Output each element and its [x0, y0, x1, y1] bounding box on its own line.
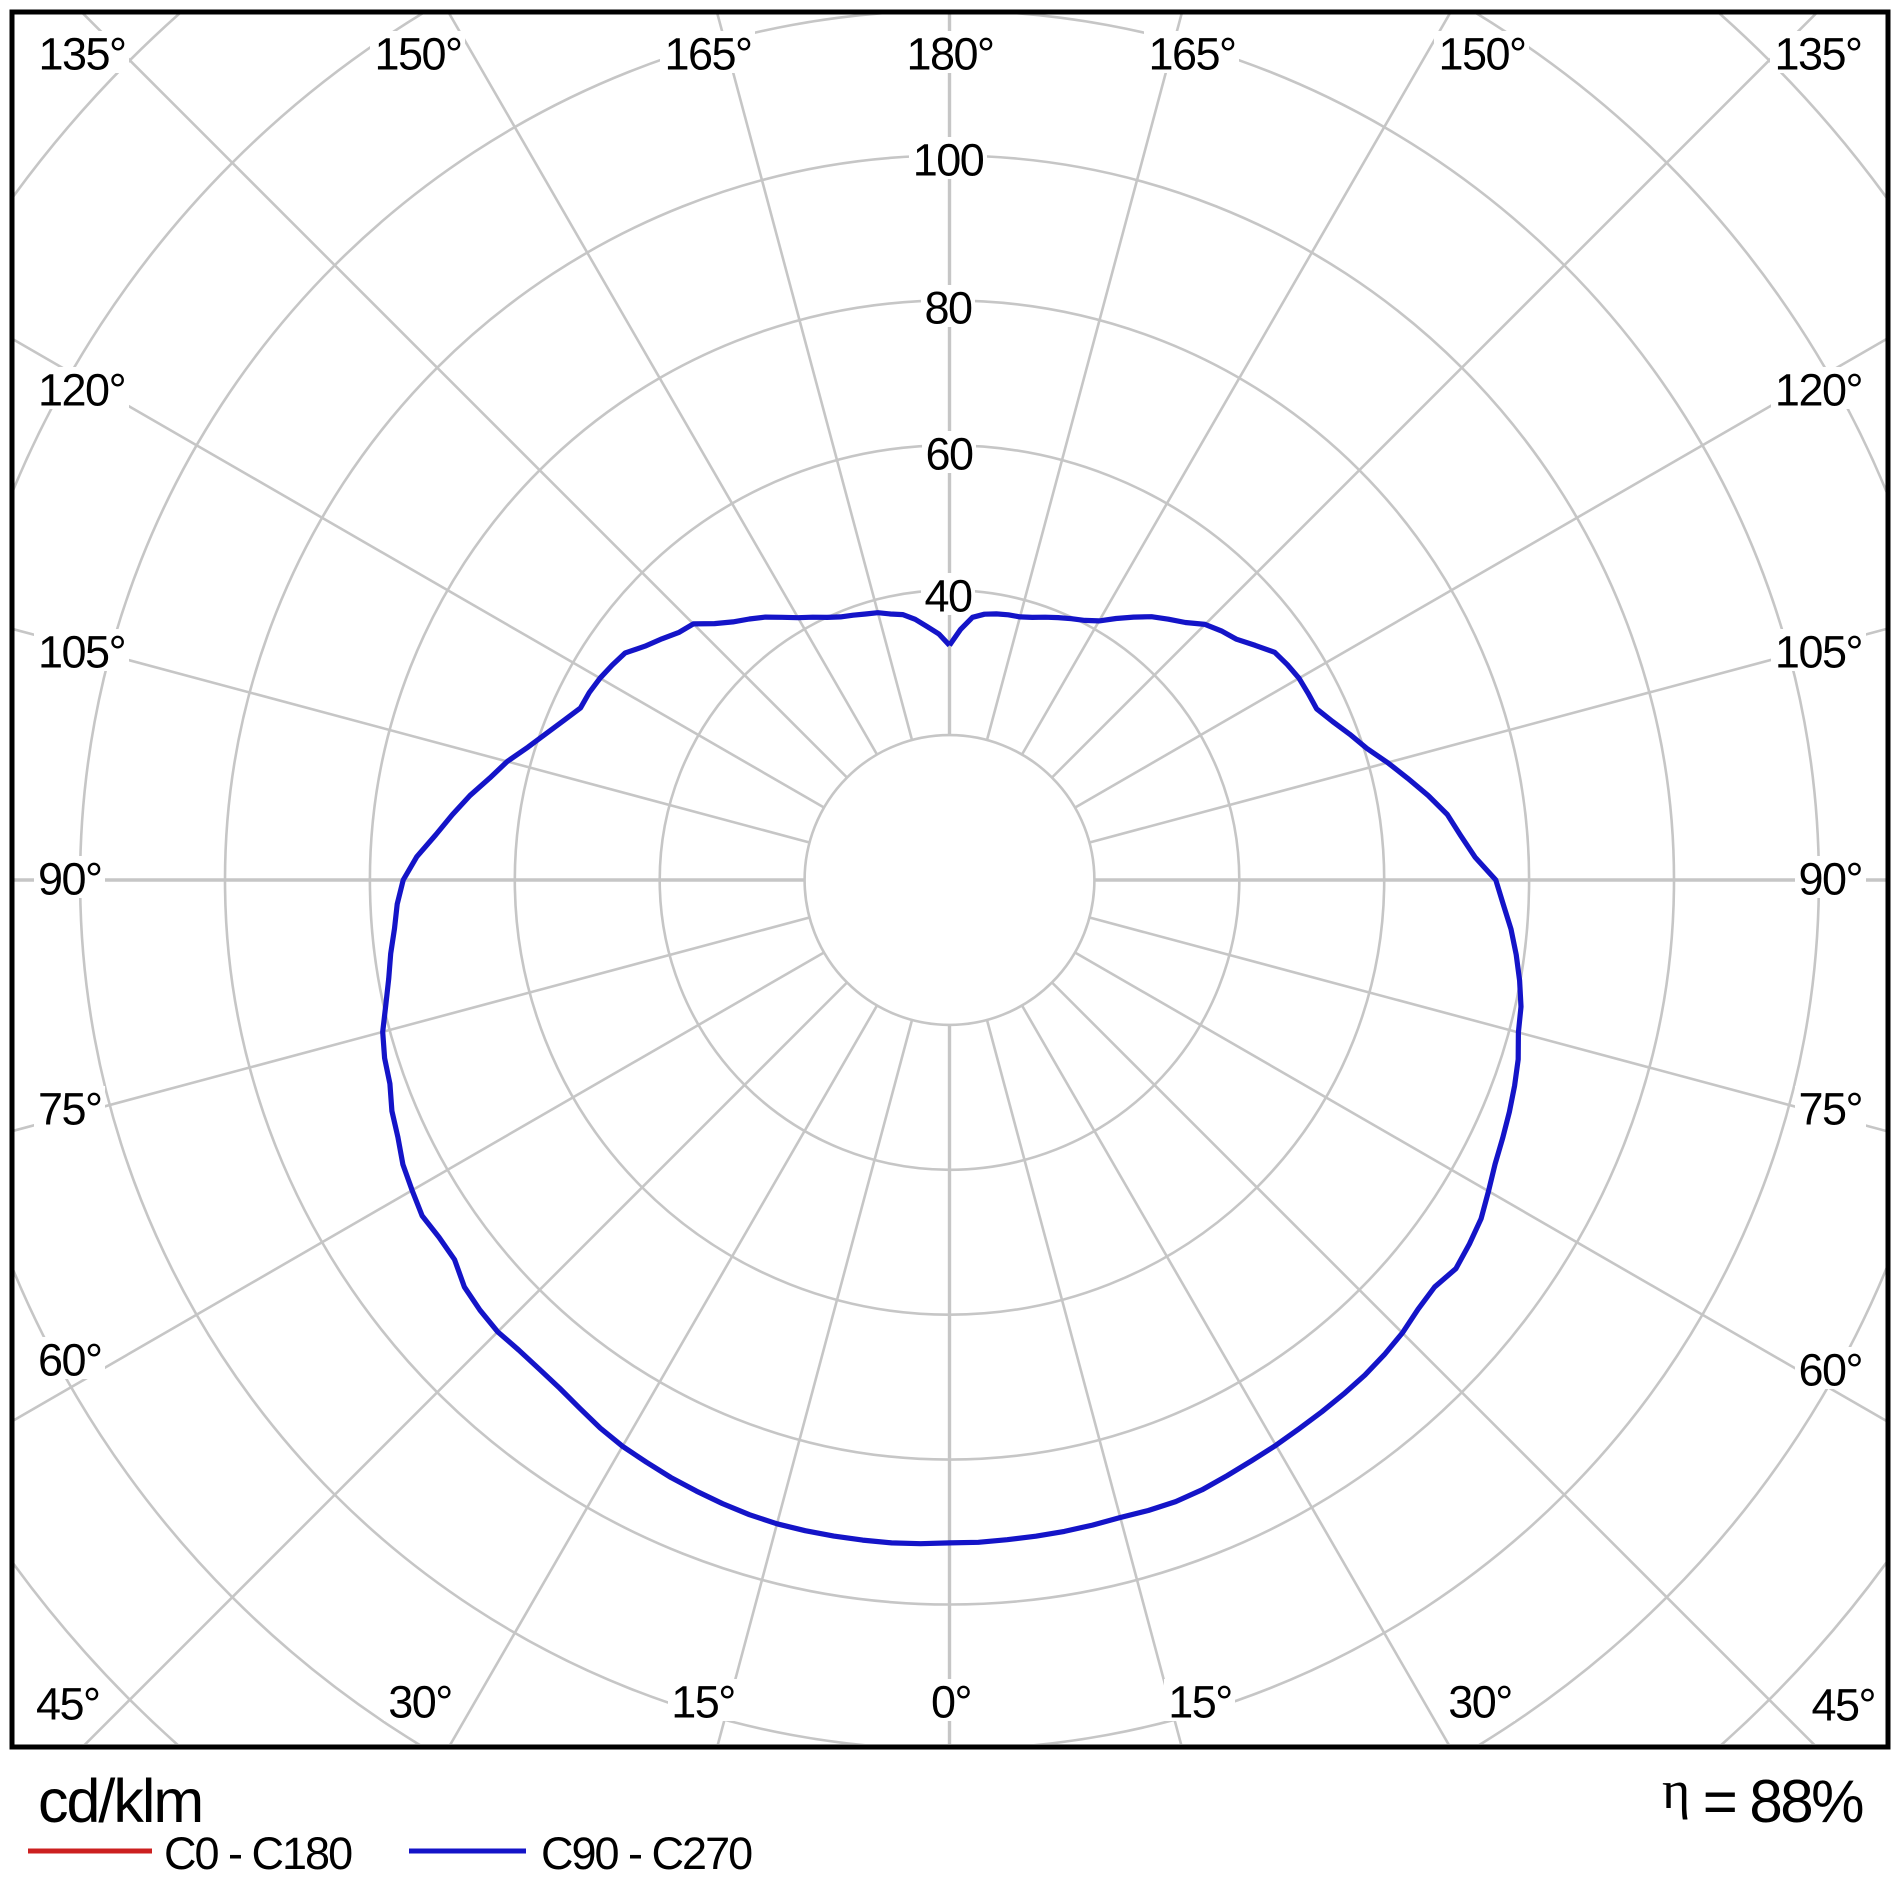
- svg-text:150°: 150°: [1438, 29, 1525, 80]
- svg-text:165°: 165°: [664, 29, 751, 80]
- svg-text:15°: 15°: [1168, 1677, 1232, 1728]
- svg-text:45°: 45°: [36, 1679, 100, 1730]
- svg-text:90°: 90°: [1798, 854, 1862, 905]
- svg-text:60°: 60°: [1798, 1345, 1862, 1396]
- svg-text:105°: 105°: [38, 627, 125, 678]
- svg-text:120°: 120°: [1775, 365, 1862, 416]
- svg-text:45°: 45°: [1811, 1680, 1875, 1731]
- svg-text:75°: 75°: [38, 1084, 102, 1135]
- svg-text:60°: 60°: [38, 1335, 102, 1386]
- svg-text:90°: 90°: [38, 854, 102, 905]
- svg-text:C0 - C180: C0 - C180: [164, 1828, 352, 1879]
- svg-text:η: η: [1662, 1760, 1689, 1820]
- svg-text:30°: 30°: [1448, 1677, 1512, 1728]
- svg-text:60: 60: [925, 429, 973, 480]
- svg-text:180°: 180°: [906, 29, 993, 80]
- svg-text:= 88%: = 88%: [1703, 1768, 1863, 1835]
- svg-text:80: 80: [924, 283, 972, 334]
- svg-text:15°: 15°: [671, 1677, 735, 1728]
- svg-text:75°: 75°: [1798, 1084, 1862, 1135]
- svg-text:40: 40: [924, 571, 972, 622]
- svg-text:C90 - C270: C90 - C270: [541, 1828, 752, 1879]
- svg-text:0°: 0°: [931, 1677, 971, 1728]
- svg-text:150°: 150°: [374, 29, 461, 80]
- svg-text:135°: 135°: [38, 29, 125, 80]
- svg-text:105°: 105°: [1775, 627, 1862, 678]
- svg-text:165°: 165°: [1148, 29, 1235, 80]
- svg-text:30°: 30°: [388, 1677, 452, 1728]
- svg-text:100: 100: [913, 135, 984, 186]
- svg-text:cd/klm: cd/klm: [38, 1767, 202, 1835]
- svg-text:135°: 135°: [1774, 29, 1861, 80]
- svg-text:120°: 120°: [38, 365, 125, 416]
